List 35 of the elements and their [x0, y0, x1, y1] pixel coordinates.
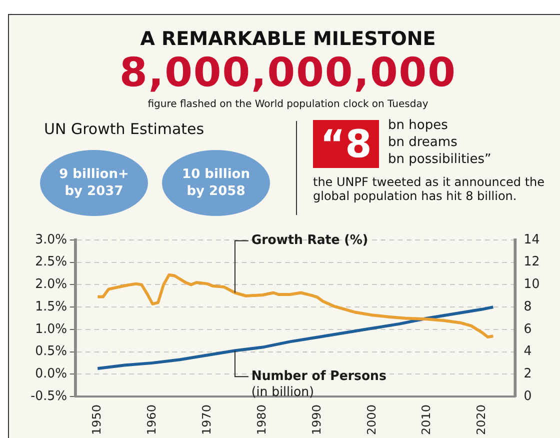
text: bn hopes [388, 118, 448, 133]
y2-tick-label: 8 [524, 299, 532, 314]
chart-title: A REMARKABLE MILESTONE [139, 28, 437, 50]
text: Growth Rate (%) [251, 232, 368, 248]
x-tick-label: 1970 [200, 404, 214, 435]
text: figure flashed on the World population clock on Tuesday [146, 99, 430, 110]
x-tick-label: 2020 [474, 404, 488, 435]
text: the UNPF tweeted as it announced the global population has hit 8 billion. [313, 175, 546, 203]
text: UN Growth Estimates [44, 120, 204, 138]
text: bn possibilities” [388, 152, 492, 167]
text: bn dreams [388, 135, 458, 150]
x-tick-label: 1950 [90, 404, 104, 435]
series-label: Number of Persons (in billion) [251, 368, 386, 400]
chart-subtitle: 8,000,000,000 [118, 50, 458, 96]
x-tick-label: 2000 [364, 404, 378, 435]
quote-box: “8 [313, 120, 379, 168]
y2-tick-label: 0 [524, 388, 532, 404]
y2-tick-label: 10 [524, 276, 540, 292]
y-tick-label: 2.0% [35, 276, 67, 292]
y2-tick-label: 4 [524, 344, 532, 360]
y-tick-label: 1.5% [35, 299, 67, 314]
y-tick-label: 3.0% [35, 232, 67, 248]
y2-tick-label: 14 [524, 232, 540, 248]
x-tick-label: 1980 [254, 404, 268, 435]
y2-tick-label: 2 [524, 366, 532, 382]
y-tick-label: 0.0% [35, 366, 67, 382]
y2-tick-label: 12 [524, 254, 540, 270]
y-tick-label: 2.5% [35, 254, 67, 270]
x-tick-label: 2010 [419, 404, 434, 435]
x-tick-label: 1990 [310, 404, 324, 435]
y-tick-label: 0.5% [35, 344, 67, 360]
y-tick-label: -0.5% [30, 388, 67, 404]
x-tick-label: 1960 [144, 404, 159, 435]
y-tick-label: 1.0% [35, 322, 67, 337]
y2-tick-label: 6 [524, 322, 532, 337]
